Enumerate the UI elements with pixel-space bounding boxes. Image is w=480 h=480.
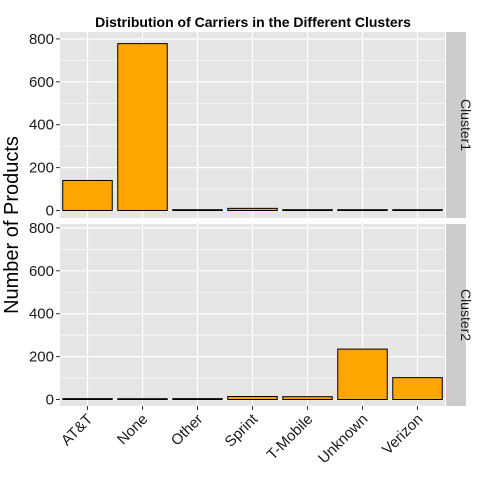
x-tick-label: Sprint bbox=[222, 410, 262, 450]
bar-other bbox=[172, 209, 223, 211]
y-tick-label: 200 bbox=[29, 160, 54, 177]
bar-verizon bbox=[392, 209, 443, 211]
y-tick-label: 0 bbox=[46, 203, 54, 220]
bar-t-mobile bbox=[282, 209, 333, 211]
bar-t-mobile bbox=[282, 396, 333, 400]
y-tick-label: 600 bbox=[29, 74, 54, 91]
x-tick-label: None bbox=[114, 411, 151, 448]
x-tick-label: T-Mobile bbox=[264, 411, 317, 464]
facet-panels: 0 200 400 600 800 Cluster1 0 200 400 600 800 Cluste… bbox=[29, 31, 474, 409]
y-tick-label: 600 bbox=[29, 263, 54, 280]
x-tick-label: Other bbox=[168, 411, 207, 450]
facet-strip bbox=[446, 32, 466, 218]
facet-strip-label: Cluster1 bbox=[458, 99, 474, 151]
y-tick-label: 800 bbox=[29, 220, 54, 237]
facet-strip-label: Cluster2 bbox=[458, 289, 474, 341]
bar-at-t bbox=[62, 398, 113, 400]
bar-other bbox=[172, 398, 223, 400]
bar-verizon bbox=[392, 377, 443, 401]
y-tick-label: 400 bbox=[29, 117, 54, 134]
bar-sprint bbox=[227, 207, 278, 211]
facet-panel-1: 0 200 400 600 800 Cluster1 bbox=[29, 31, 474, 220]
bar-unknown bbox=[337, 209, 388, 211]
y-tick-label: 400 bbox=[29, 306, 54, 323]
y-tick-label: 0 bbox=[46, 392, 54, 409]
x-tick-label: Unknown bbox=[315, 411, 371, 467]
facet-strip bbox=[446, 224, 466, 406]
chart-title: Distribution of Carriers in the Differen… bbox=[95, 14, 411, 30]
x-tick-label: AT&T bbox=[58, 411, 96, 449]
bar-unknown bbox=[337, 348, 388, 400]
y-axis-label: Number of Products bbox=[1, 136, 23, 314]
bar-none bbox=[117, 43, 168, 211]
y-tick-label: 800 bbox=[29, 31, 54, 48]
y-tick-label: 200 bbox=[29, 349, 54, 366]
bar-at-t bbox=[62, 179, 113, 212]
bar-none bbox=[117, 398, 168, 401]
bar-sprint bbox=[227, 395, 278, 401]
x-tick-label: Verizon bbox=[379, 411, 426, 458]
facet-panel-2: 0 200 400 600 800 Cluster2 bbox=[29, 220, 474, 409]
